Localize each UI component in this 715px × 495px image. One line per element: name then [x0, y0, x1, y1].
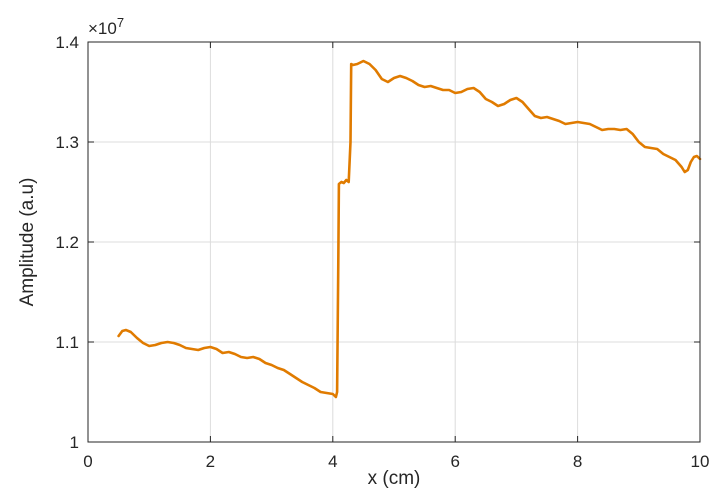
y-multiplier: ×107: [88, 15, 124, 38]
y-tick-labels: 1 1.1 1.2 1.3 1.4: [55, 33, 79, 452]
axis-ticks: [87, 41, 701, 443]
series-group: [117, 59, 702, 399]
y-multiplier-prefix: ×10: [88, 19, 117, 38]
series-line: [117, 59, 702, 399]
y-axis-label: Amplitude (a.u): [17, 178, 38, 307]
x-tick-label: 2: [206, 452, 215, 471]
y-tick-label: 1: [70, 433, 79, 452]
y-tick-label: 1.3: [55, 133, 79, 152]
x-tick-label: 4: [328, 452, 337, 471]
x-tick-label: 10: [691, 452, 710, 471]
x-tick-label: 6: [450, 452, 459, 471]
y-multiplier-exponent: 7: [117, 15, 124, 30]
y-tick-label: 1.2: [55, 233, 79, 252]
x-tick-labels: 0 2 4 6 8 10: [83, 452, 709, 471]
x-tick-label: 0: [83, 452, 92, 471]
y-tick-label: 1.4: [55, 33, 79, 52]
x-tick-label: 8: [573, 452, 582, 471]
x-axis-label: x (cm): [368, 468, 421, 489]
y-tick-label: 1.1: [55, 333, 79, 352]
